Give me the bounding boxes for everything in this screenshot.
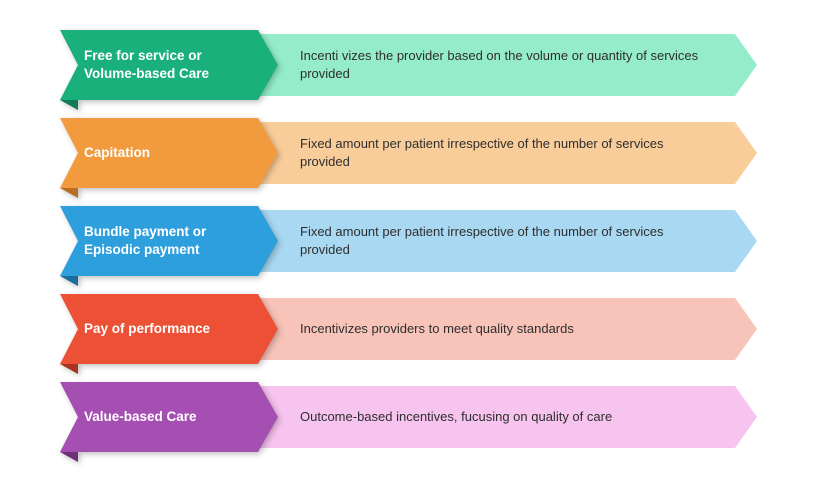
arrow-tip-icon (735, 210, 757, 272)
ribbon-tip-icon (258, 294, 278, 364)
arrow-tip-icon (735, 386, 757, 448)
ribbon-fold-icon (60, 188, 78, 198)
description-text: Fixed amount per patient irrespective of… (300, 223, 711, 259)
description-text: Outcome-based incentives, fucusing on qu… (300, 408, 612, 426)
ribbon-tail-icon (60, 30, 78, 100)
ribbon-tip-icon (258, 30, 278, 100)
description-text: Incenti vizes the provider based on the … (300, 47, 711, 83)
title-ribbon: Pay of performance (60, 294, 278, 364)
ribbon-tip-icon (258, 206, 278, 276)
payment-model-row: Fixed amount per patient irrespective of… (60, 118, 757, 188)
ribbon-tip-icon (258, 118, 278, 188)
ribbon-fold-icon (60, 452, 78, 462)
payment-model-row: Incentivizes providers to meet quality s… (60, 294, 757, 364)
title-text: Value-based Care (84, 408, 197, 426)
title-ribbon: Bundle payment or Episodic payment (60, 206, 278, 276)
payment-model-row: Incenti vizes the provider based on the … (60, 30, 757, 100)
description-text: Incentivizes providers to meet quality s… (300, 320, 574, 338)
title-text: Pay of performance (84, 320, 210, 338)
arrow-tip-icon (735, 34, 757, 96)
title-ribbon: Value-based Care (60, 382, 278, 452)
title-ribbon: Free for service or Volume-based Care (60, 30, 278, 100)
title-text: Bundle payment or Episodic payment (84, 223, 248, 259)
ribbon-fold-icon (60, 364, 78, 374)
title-text: Free for service or Volume-based Care (84, 47, 248, 83)
description-text: Fixed amount per patient irrespective of… (300, 135, 711, 171)
ribbon-tail-icon (60, 382, 78, 452)
arrow-tip-icon (735, 122, 757, 184)
ribbon-tail-icon (60, 206, 78, 276)
payment-model-row: Fixed amount per patient irrespective of… (60, 206, 757, 276)
ribbon-fold-icon (60, 100, 78, 110)
ribbon-tip-icon (258, 382, 278, 452)
arrow-tip-icon (735, 298, 757, 360)
ribbon-tail-icon (60, 294, 78, 364)
title-text: Capitation (84, 144, 150, 162)
ribbon-tail-icon (60, 118, 78, 188)
payment-model-row: Outcome-based incentives, fucusing on qu… (60, 382, 757, 452)
payment-models-diagram: Incenti vizes the provider based on the … (60, 30, 757, 452)
title-ribbon: Capitation (60, 118, 278, 188)
ribbon-fold-icon (60, 276, 78, 286)
